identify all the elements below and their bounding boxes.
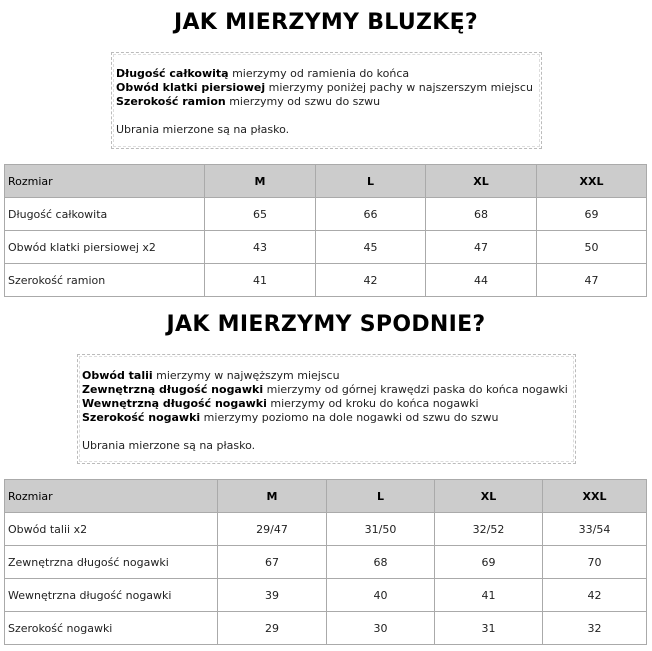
instruction-line: Długość całkowitą mierzymy od ramienia d… [116,67,410,80]
row-label: Szerokość nogawki [4,611,218,645]
header-cell: L [326,479,435,513]
size-value: 29 [217,611,327,645]
size-value: 42 [315,263,426,297]
size-value: 39 [217,578,327,612]
pants-size-table: Rozmiar M L XL XXL Obwód talii x2 29/47 31… [4,479,647,645]
size-value: 69 [536,197,647,231]
size-value: 42 [542,578,647,612]
table-row: Zewnętrzna długość nogawki 67 68 69 70 [4,545,647,579]
size-value: 65 [204,197,316,231]
flat-note: Ubrania mierzone są na płasko. [116,123,290,136]
instruction-line: Wewnętrzną długość nogawki mierzymy od k… [82,397,479,410]
shirt-title: JAK MIERZYMY BLUZKĘ? [174,10,478,35]
size-value: 44 [425,263,537,297]
table-row: Wewnętrzna długość nogawki 39 40 41 42 [4,578,647,612]
size-value: 29/47 [217,512,327,546]
header-cell: Rozmiar [4,164,205,198]
header-cell: M [204,164,316,198]
size-value: 66 [315,197,426,231]
shirt-instructions: Długość całkowitą mierzymy od ramienia d… [111,52,542,149]
size-value: 32 [542,611,647,645]
size-value: 30 [326,611,435,645]
shirt-size-table: Rozmiar M L XL XXL Długość całkowita 65 66… [4,164,647,297]
row-label: Długość całkowita [4,197,205,231]
header-cell: XXL [542,479,647,513]
table-row: Obwód talii x2 29/47 31/50 32/52 33/54 [4,512,647,546]
instruction-line: Obwód talii mierzymy w najwęższym miejsc… [82,369,340,382]
size-value: 43 [204,230,316,264]
row-label: Wewnętrzna długość nogawki [4,578,218,612]
flat-note: Ubrania mierzone są na płasko. [82,439,256,452]
instruction-line: Zewnętrzną długość nogawki mierzymy od g… [82,383,568,396]
size-value: 50 [536,230,647,264]
size-value: 67 [217,545,327,579]
size-value: 41 [204,263,316,297]
size-value: 40 [326,578,435,612]
header-cell: M [217,479,327,513]
size-value: 69 [434,545,543,579]
instruction-line: Szerokość ramion mierzymy od szwu do szw… [116,95,381,108]
size-value: 33/54 [542,512,647,546]
header-cell: Rozmiar [4,479,218,513]
pants-instructions: Obwód talii mierzymy w najwęższym miejsc… [77,354,576,464]
size-value: 32/52 [434,512,543,546]
size-value: 47 [425,230,537,264]
size-value: 70 [542,545,647,579]
size-value: 68 [425,197,537,231]
size-value: 45 [315,230,426,264]
instruction-line: Obwód klatki piersiowej mierzymy poniżej… [116,81,533,94]
size-value: 41 [434,578,543,612]
row-label: Zewnętrzna długość nogawki [4,545,218,579]
table-row: Obwód klatki piersiowej x2 43 45 47 50 [4,230,647,264]
row-label: Obwód talii x2 [4,512,218,546]
table-header-row: Rozmiar M L XL XXL [4,164,647,198]
row-label: Szerokość ramion [4,263,205,297]
instruction-line: Szerokość nogawki mierzymy poziomo na do… [82,411,499,424]
pants-title: JAK MIERZYMY SPODNIE? [166,312,486,337]
header-cell: XL [434,479,543,513]
table-header-row: Rozmiar M L XL XXL [4,479,647,513]
table-row: Szerokość nogawki 29 30 31 32 [4,611,647,645]
header-cell: L [315,164,426,198]
header-cell: XXL [536,164,647,198]
size-value: 47 [536,263,647,297]
table-row: Szerokość ramion 41 42 44 47 [4,263,647,297]
size-value: 68 [326,545,435,579]
size-value: 31/50 [326,512,435,546]
table-row: Długość całkowita 65 66 68 69 [4,197,647,231]
row-label: Obwód klatki piersiowej x2 [4,230,205,264]
size-value: 31 [434,611,543,645]
header-cell: XL [425,164,537,198]
